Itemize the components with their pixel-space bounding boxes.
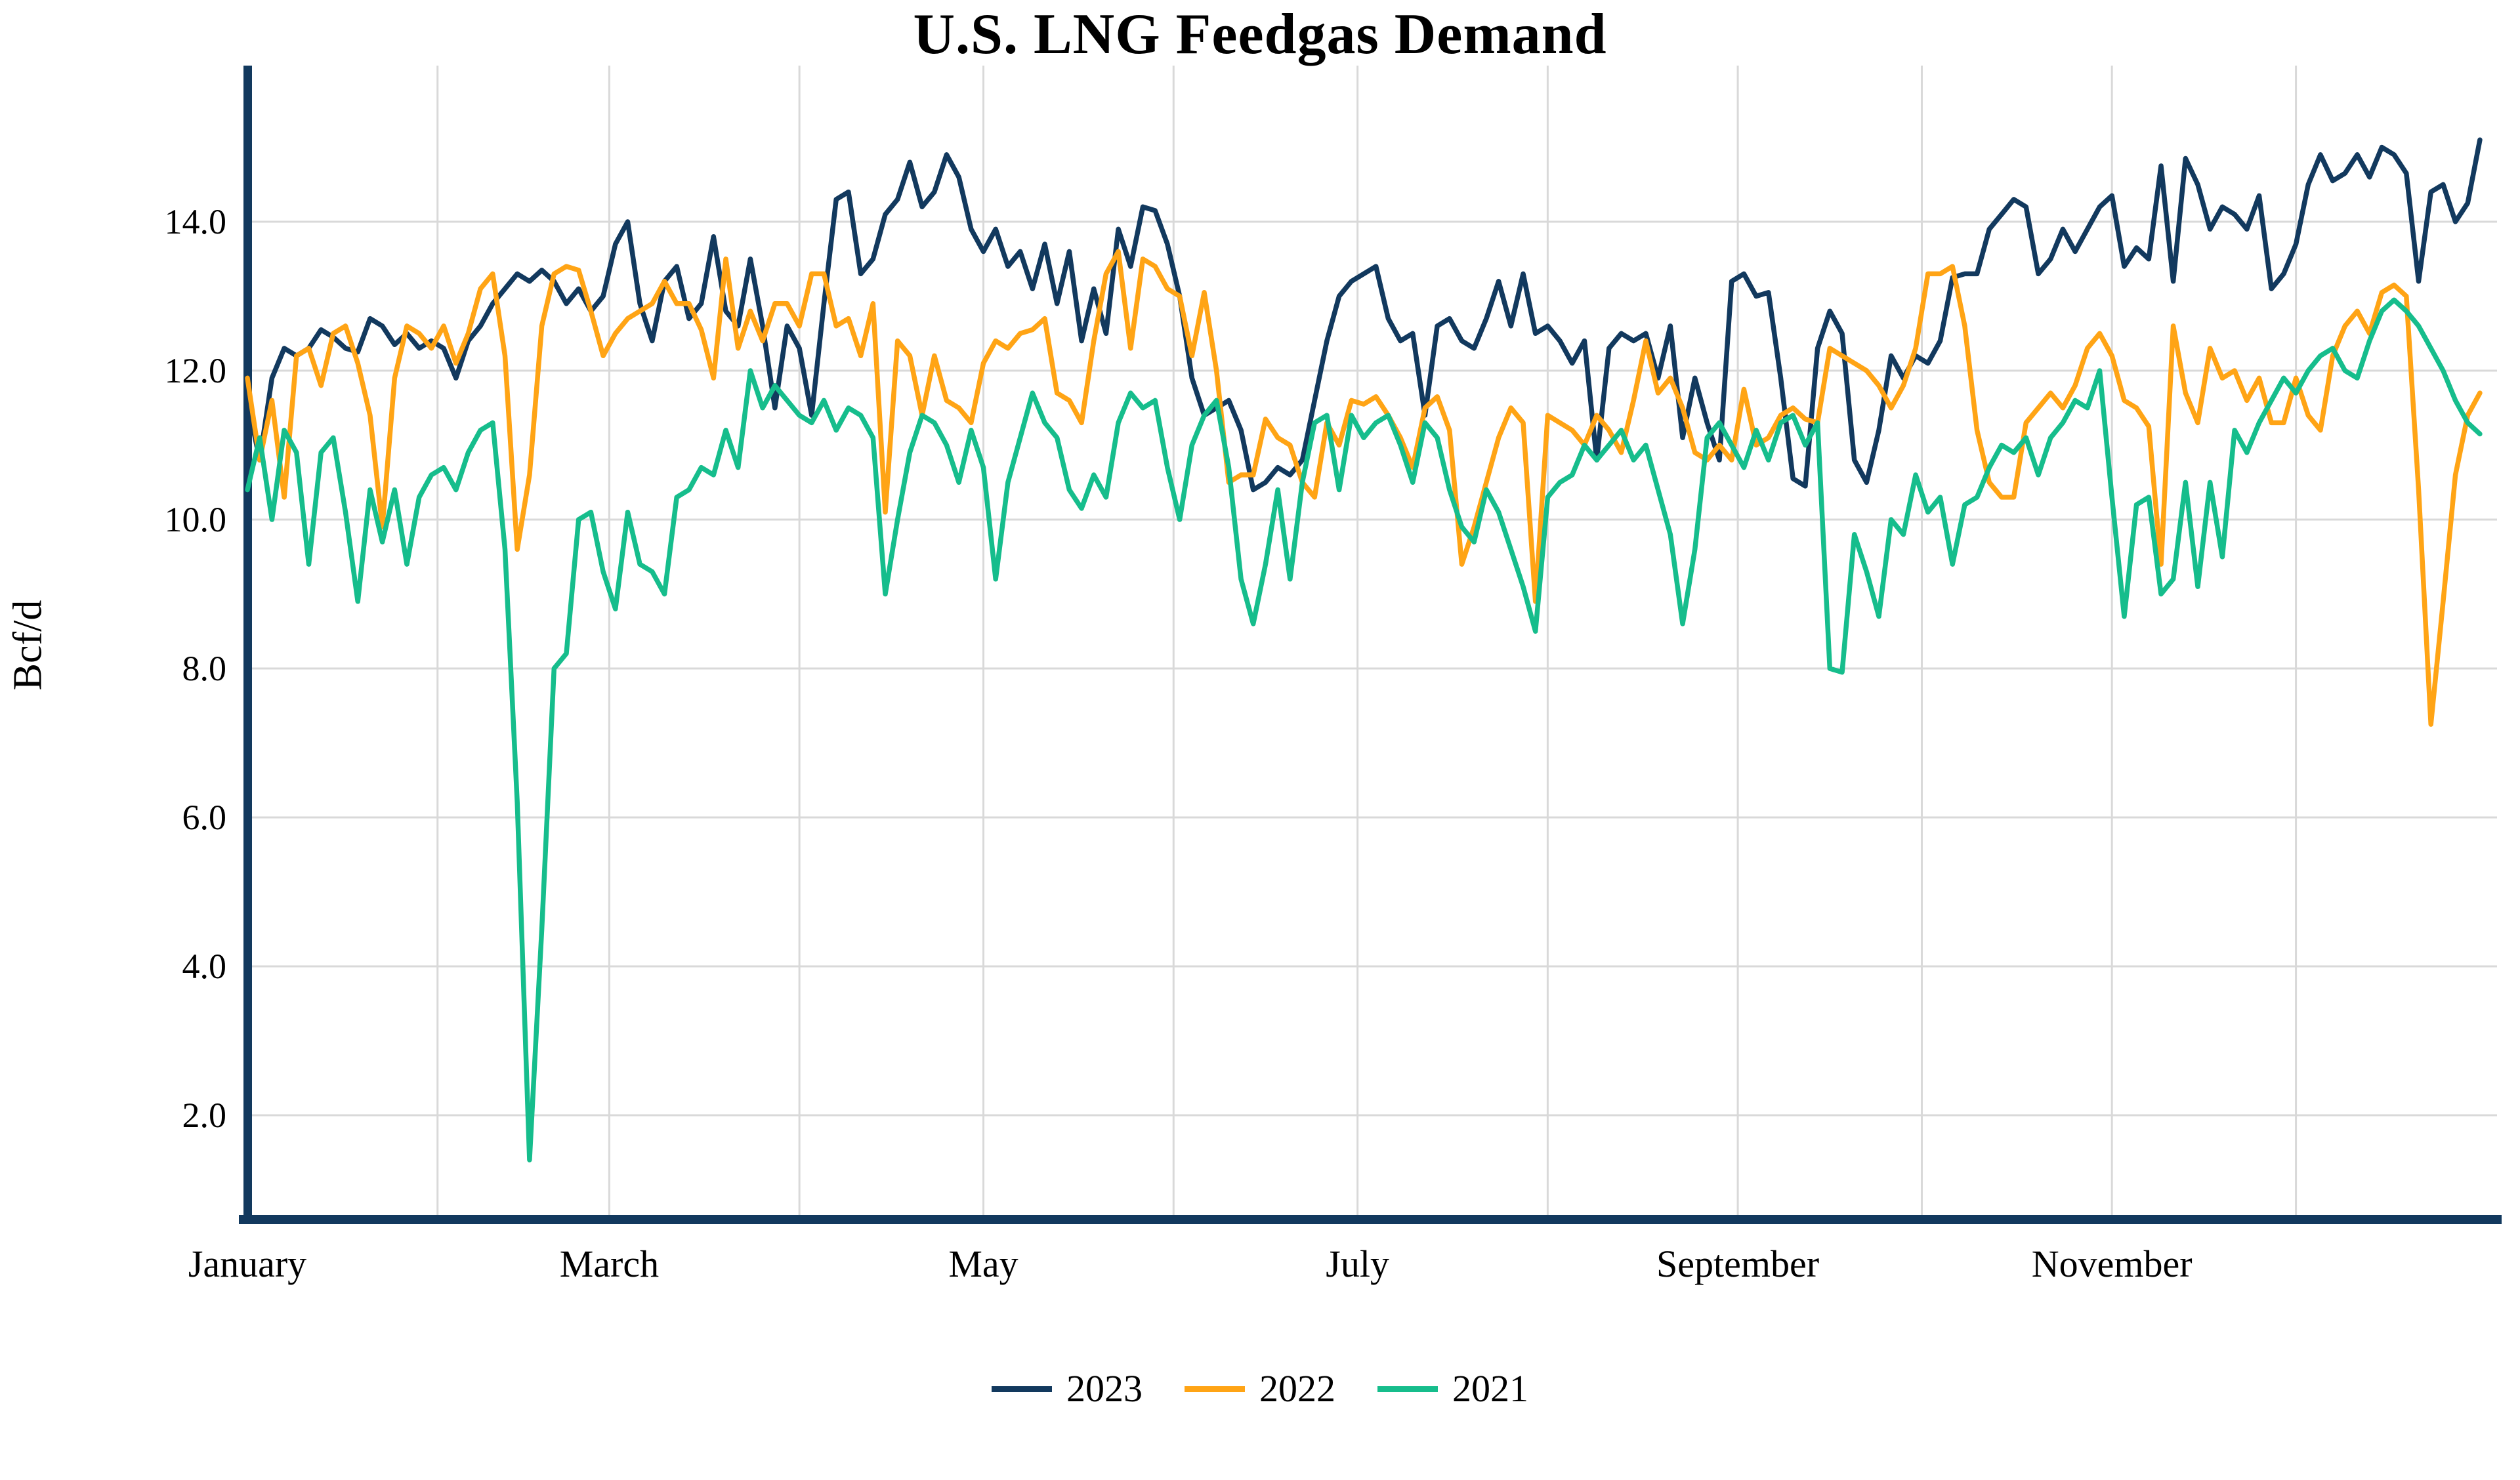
legend: 2023 2022 2021 [0,1370,2520,1408]
x-tick-label: November [2031,1243,2193,1285]
x-tick-label: January [188,1243,307,1285]
y-axis-label: Bcf/d [5,600,51,691]
series-line-2023 [245,137,2483,493]
legend-swatch-2023 [992,1386,1052,1392]
chart-title: U.S. LNG Feedgas Demand [913,3,1607,66]
y-axis-spine [243,66,252,1224]
x-axis-spine [239,1215,2502,1224]
legend-item-2023: 2023 [992,1370,1143,1408]
y-tick-label: 12.0 [164,351,227,390]
legend-label: 2021 [1452,1367,1528,1410]
legend-label: 2022 [1259,1367,1335,1410]
x-tick-label: March [559,1243,660,1285]
legend-swatch-2022 [1185,1386,1245,1392]
series-line-2021 [245,297,2483,1162]
y-tick-label: 10.0 [164,500,227,539]
y-tick-label: 6.0 [182,798,227,837]
legend-item-2021: 2021 [1377,1370,1528,1408]
y-tick-label: 14.0 [164,202,227,241]
series-line-2022 [245,249,2483,727]
y-tick-label: 8.0 [182,649,227,688]
x-tick-label: July [1326,1243,1389,1285]
legend-item-2022: 2022 [1185,1370,1335,1408]
x-tick-label: May [948,1243,1018,1285]
legend-swatch-2021 [1377,1386,1438,1392]
x-tick-label: September [1656,1243,1820,1285]
y-tick-label: 2.0 [182,1096,227,1135]
y-tick-label: 4.0 [182,947,227,986]
legend-label: 2023 [1066,1367,1143,1410]
